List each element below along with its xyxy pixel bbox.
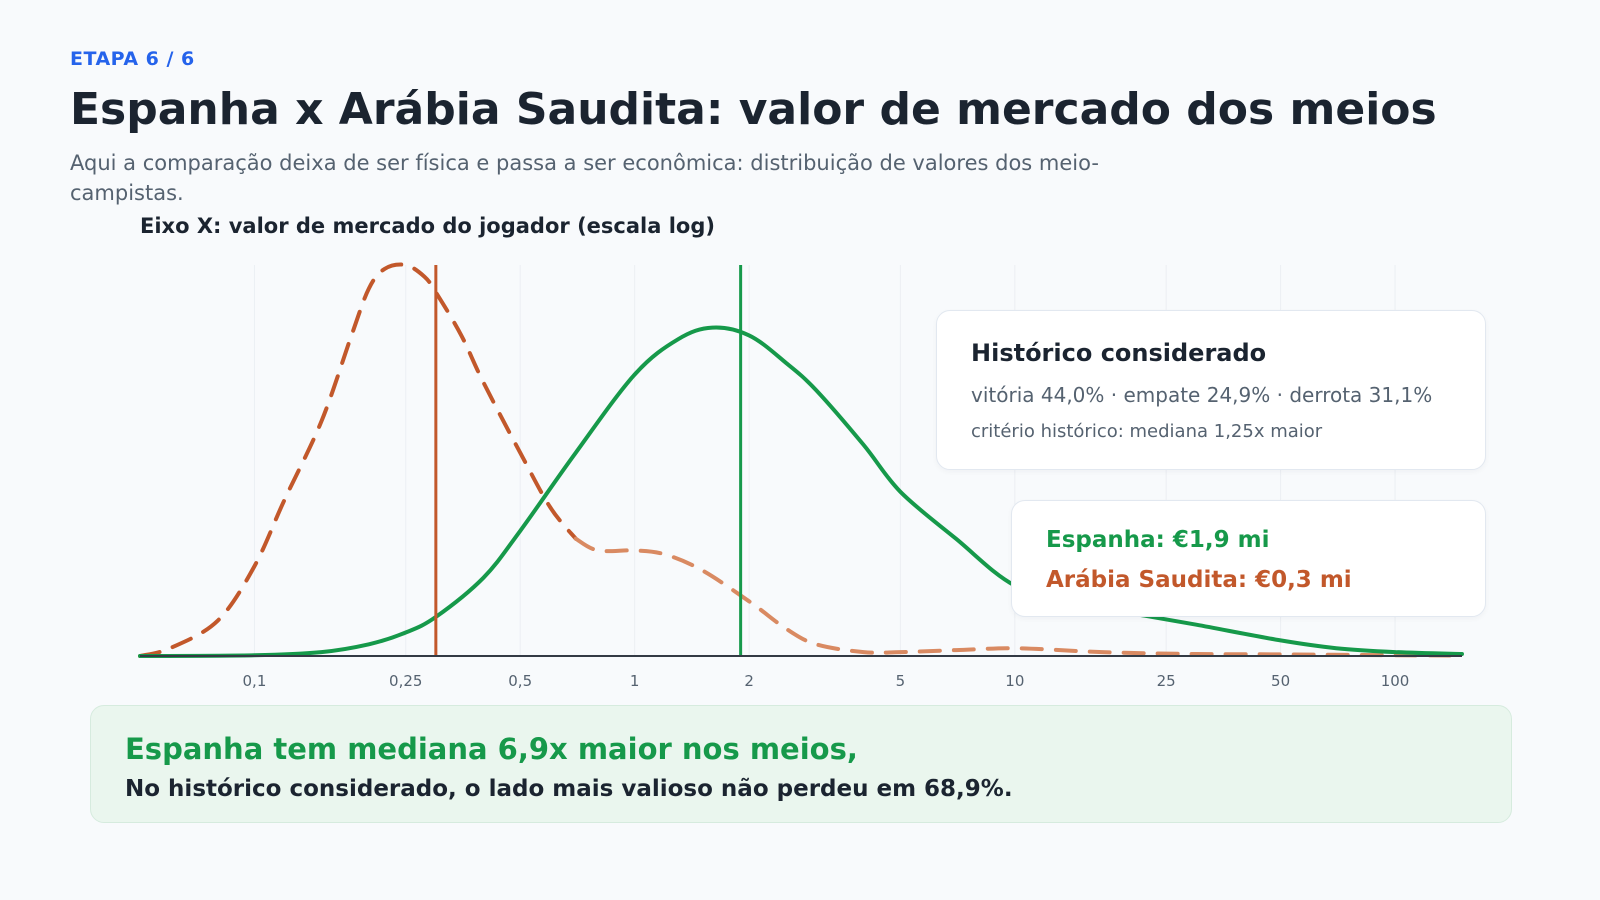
x-axis: 0,1 0,25 0,5 1 2 5 10 25 50 100 [140,655,1462,690]
series-line-arabia-saudita [138,262,578,658]
x-tick-label: 25 [1157,672,1176,690]
density-curves [138,262,1464,658]
median-lines [434,265,743,656]
x-tick-label: 5 [896,672,906,690]
series-line-espanha [138,325,1464,658]
x-tick-label: 50 [1271,672,1290,690]
x-tick-label: 2 [744,672,754,690]
history-card-outcomes: vitória 44,0% · empate 24,9% · derrota 3… [971,383,1433,407]
x-tick-label: 10 [1005,672,1024,690]
step-indicator: ETAPA 6 / 6 [70,48,195,70]
history-card-criterion: critério histórico: mediana 1,25x maior [971,421,1323,442]
page-title: Espanha x Arábia Saudita: valor de merca… [70,84,1437,135]
history-card: Histórico considerado vitória 44,0% · em… [936,310,1486,470]
x-tick-label: 100 [1381,672,1410,690]
spain-value-label: Espanha: €1,9 mi [1046,527,1270,553]
saudi-value-label: Arábia Saudita: €0,3 mi [1046,567,1352,593]
summary-headline: Espanha tem mediana 6,9x maior nos meios… [125,732,858,766]
x-tick-label: 1 [630,672,640,690]
summary-detail: No histórico considerado, o lado mais va… [125,776,1013,802]
x-axis-title: Eixo X: valor de mercado do jogador (esc… [140,214,715,238]
x-tick-label: 0,1 [243,672,267,690]
summary-panel: Espanha tem mediana 6,9x maior nos meios… [90,705,1512,823]
values-card: Espanha: €1,9 mi Arábia Saudita: €0,3 mi [1011,500,1486,617]
x-tick-label: 0,5 [508,672,532,690]
history-card-title: Histórico considerado [971,339,1267,367]
page-subtitle: Aqui a comparação deixa de ser física e … [70,151,1099,205]
x-tick-label: 0,25 [389,672,422,690]
series-line-arabia-saudita-tail [573,536,1464,658]
